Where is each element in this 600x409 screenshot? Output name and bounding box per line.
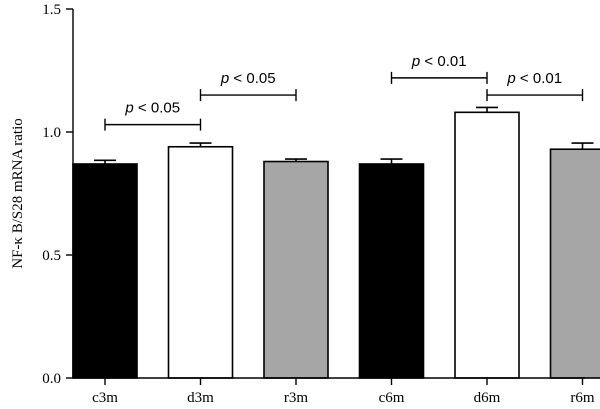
- axes-layer: 0.0 0.5 1.0 1.5 c3m d3m r3m c6m d6m r6m NF-κ B/S28…: [10, 2, 595, 406]
- x-tick-label-c6m: c6m: [379, 390, 405, 406]
- p-symbol: p: [411, 53, 420, 70]
- x-tick-label-c3m: c3m: [92, 390, 118, 406]
- p-symbol: p: [220, 70, 229, 87]
- significance-layer: p < 0.05p < 0.05p < 0.01p < 0.01: [104, 53, 584, 131]
- x-tick-label-r3m: r3m: [284, 390, 308, 406]
- significance-label: p < 0.05: [124, 100, 180, 117]
- y-axis-label: NF-κ B/S28 mRNA ratio: [10, 118, 26, 269]
- p-symbol: p: [506, 70, 515, 87]
- bars-layer: [72, 111, 600, 379]
- bar-c6m: [358, 163, 425, 379]
- significance-bracket-c6m-d6m: p < 0.01: [390, 53, 488, 84]
- y-tick-label-0.0: 0.0: [42, 371, 61, 387]
- p-threshold: < 0.05: [134, 100, 180, 117]
- x-tick-label-r6m: r6m: [570, 390, 594, 406]
- bar-d3m: [167, 145, 234, 379]
- bar-d6m: [454, 111, 520, 379]
- x-tick-label-d6m: d6m: [474, 390, 501, 406]
- p-threshold: < 0.01: [516, 70, 562, 87]
- bar-r3m: [263, 160, 329, 379]
- y-tick-label-1.5: 1.5: [42, 2, 61, 18]
- significance-label: p < 0.05: [220, 70, 276, 87]
- y-tick-label-1.0: 1.0: [42, 125, 61, 141]
- p-threshold: < 0.01: [420, 53, 466, 70]
- significance-bracket-d3m-r3m: p < 0.05: [199, 70, 297, 102]
- y-tick-label-0.5: 0.5: [42, 248, 61, 264]
- p-threshold: < 0.05: [229, 70, 275, 87]
- significance-label: p < 0.01: [411, 53, 467, 70]
- significance-bracket-d6m-r6m: p < 0.01: [486, 70, 584, 102]
- significance-label: p < 0.01: [506, 70, 562, 87]
- p-symbol: p: [124, 100, 133, 117]
- bar-r6m: [549, 148, 600, 379]
- error-bars-layer: [94, 106, 594, 164]
- significance-bracket-c3m-d3m: p < 0.05: [104, 100, 202, 131]
- bar-c3m: [72, 163, 138, 379]
- x-tick-label-d3m: d3m: [187, 390, 214, 406]
